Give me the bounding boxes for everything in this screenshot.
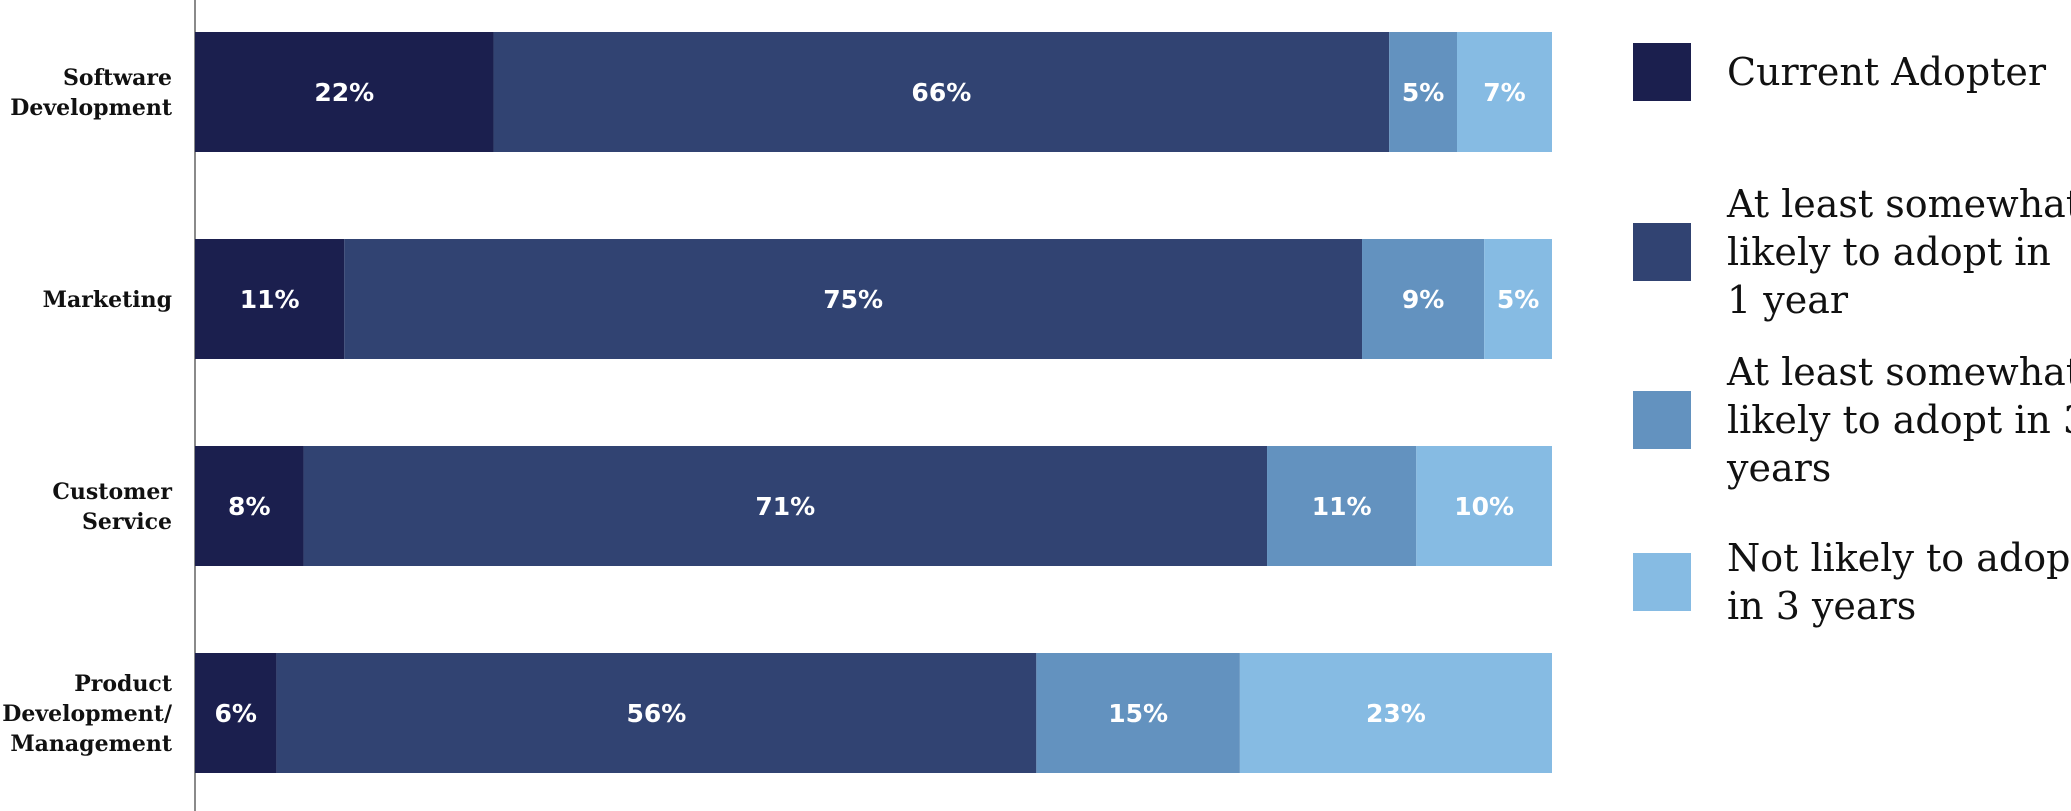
category-label-0-1: Development [10,95,173,121]
category-labels: Software Development Marketing Customer Serv… [2,65,173,757]
bar-segment-0-2 [1389,32,1458,152]
bar-segment-0-0 [195,32,494,152]
legend-label-2-1: likely to adopt in 3 [1727,398,2071,442]
data-label-0-0: 22% [314,78,374,107]
legend-label-3-1: in 3 years [1727,584,1916,628]
bar-segment-2-1 [303,446,1268,566]
legend-swatch-0 [1633,43,1691,101]
data-label-0-3: 7% [1483,78,1525,107]
data-label-1-1: 75% [823,285,883,314]
data-label-0-1: 66% [911,78,971,107]
data-label-3-0: 6% [214,699,256,728]
legend-swatch-3 [1633,553,1691,611]
data-label-2-3: 10% [1454,492,1514,521]
bar-segment-1-1 [344,239,1363,359]
bar-segment-1-3 [1484,239,1552,359]
bar-segment-0-1 [493,32,1390,152]
category-label-1-0: Marketing [43,287,172,313]
data-label-3-3: 23% [1366,699,1426,728]
data-label-1-3: 5% [1497,285,1539,314]
legend-label-3-0: Not likely to adopt [1727,536,2071,580]
legend-label-1-0: At least somewhat [1726,182,2071,226]
bar-segment-2-0 [195,446,304,566]
legend-label-1-2: 1 year [1727,278,1849,322]
data-label-3-1: 56% [626,699,686,728]
data-label-3-2: 15% [1108,699,1168,728]
data-label-1-2: 9% [1402,285,1444,314]
bar-segment-2-2 [1267,446,1417,566]
bars-layer: 22% 66% 5% 7% 11% 75% 9% 5% 8% 71% 11% 10% 6% 56% 15% 2… [195,32,1552,773]
bar-segment-2-3 [1416,446,1552,566]
bar-segment-1-2 [1362,239,1485,359]
category-label-2-1: Service [82,509,172,535]
category-label-3-2: Management [10,731,173,757]
legend-label-0-0: Current Adopter [1727,50,2047,94]
category-label-3-0: Product [74,671,173,697]
legend-swatch-1 [1633,223,1691,281]
bar-segment-3-3 [1239,653,1552,773]
bar-segment-3-0 [195,653,277,773]
data-label-1-0: 11% [240,285,300,314]
category-label-3-1: Development/ [2,701,173,727]
bar-segment-3-1 [276,653,1037,773]
bar-segment-1-0 [195,239,345,359]
legend-label-2-0: At least somewhat [1726,350,2071,394]
data-label-2-1: 71% [755,492,815,521]
data-label-2-0: 8% [228,492,270,521]
legend-swatch-2 [1633,391,1691,449]
data-label-2-2: 11% [1312,492,1372,521]
legend-label-2-2: years [1726,446,1831,490]
legend-label-1-1: likely to adopt in [1727,230,2051,274]
bar-segment-0-3 [1457,32,1552,152]
data-label-0-2: 5% [1402,78,1444,107]
category-label-2-0: Customer [52,479,172,505]
category-label-0-0: Software [63,65,172,91]
bar-segment-3-2 [1036,653,1240,773]
